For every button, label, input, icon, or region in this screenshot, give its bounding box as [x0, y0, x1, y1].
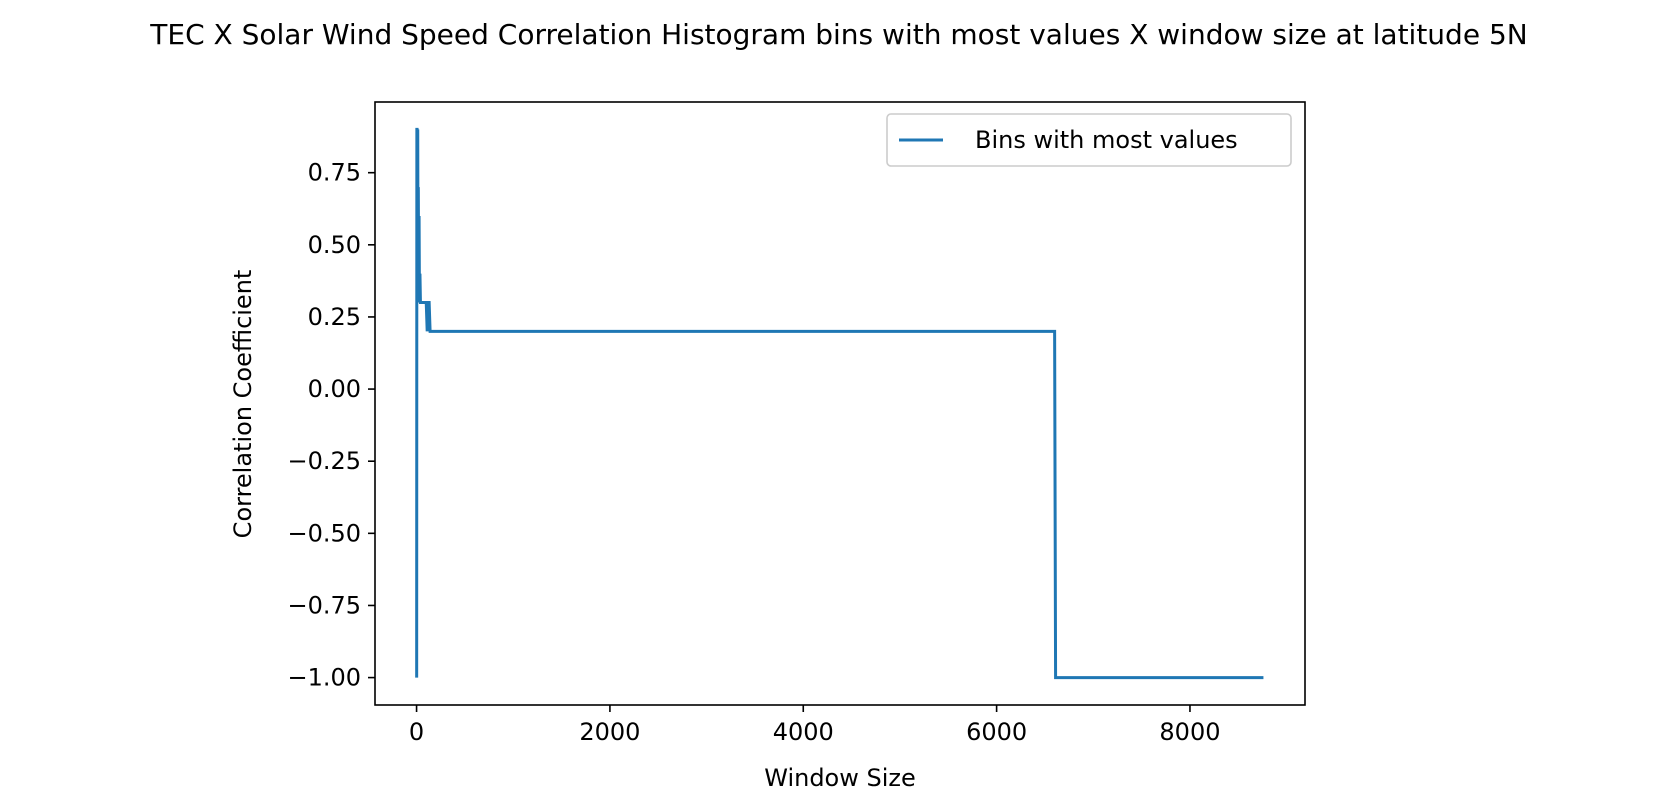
y-tick-label: −0.50 [287, 519, 361, 547]
legend: Bins with most values [886, 113, 1292, 167]
legend-label: Bins with most values [975, 126, 1238, 154]
x-tick-label: 0 [409, 718, 424, 746]
y-tick-label: −0.25 [287, 447, 361, 475]
x-tick-label: 6000 [966, 718, 1027, 746]
y-tick-label: 0.50 [308, 231, 361, 259]
plot-area [415, 127, 1264, 680]
legend-box [886, 113, 1292, 167]
y-tick-label: −0.75 [287, 591, 361, 619]
y-axis-label: Correlation Coefficient [229, 270, 257, 539]
x-tick-label: 8000 [1159, 718, 1220, 746]
y-tick-label: −1.00 [287, 664, 361, 692]
chart-title: TEC X Solar Wind Speed Correlation Histo… [149, 18, 1527, 51]
y-tick-label: 0.00 [308, 375, 361, 403]
y-tick-label: 0.75 [308, 159, 361, 187]
x-tick-label: 2000 [579, 718, 640, 746]
plot-frame [374, 101, 1306, 706]
x-axis: 0 2000 4000 6000 8000 [409, 705, 1220, 746]
series-line [415, 127, 1264, 680]
x-axis-label: Window Size [764, 764, 916, 792]
y-axis: 0.75 0.50 0.25 0.00 −0.25 −0.50 −0.75 −1.00 [287, 159, 375, 692]
y-tick-label: 0.25 [308, 303, 361, 331]
x-tick-label: 4000 [773, 718, 834, 746]
